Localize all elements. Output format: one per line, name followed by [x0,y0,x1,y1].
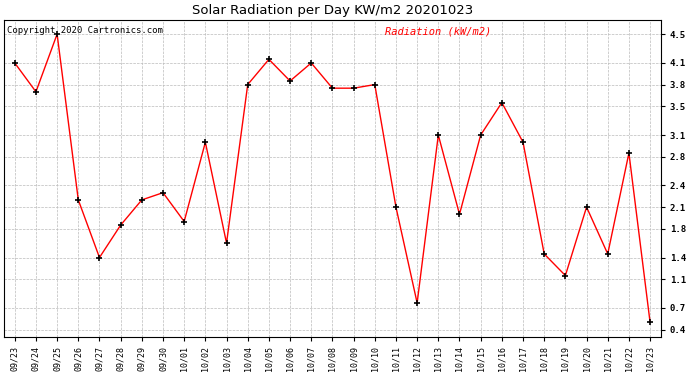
Text: Radiation (kW/m2): Radiation (kW/m2) [385,26,491,36]
Text: Copyright 2020 Cartronics.com: Copyright 2020 Cartronics.com [8,26,164,35]
Title: Solar Radiation per Day KW/m2 20201023: Solar Radiation per Day KW/m2 20201023 [192,4,473,17]
